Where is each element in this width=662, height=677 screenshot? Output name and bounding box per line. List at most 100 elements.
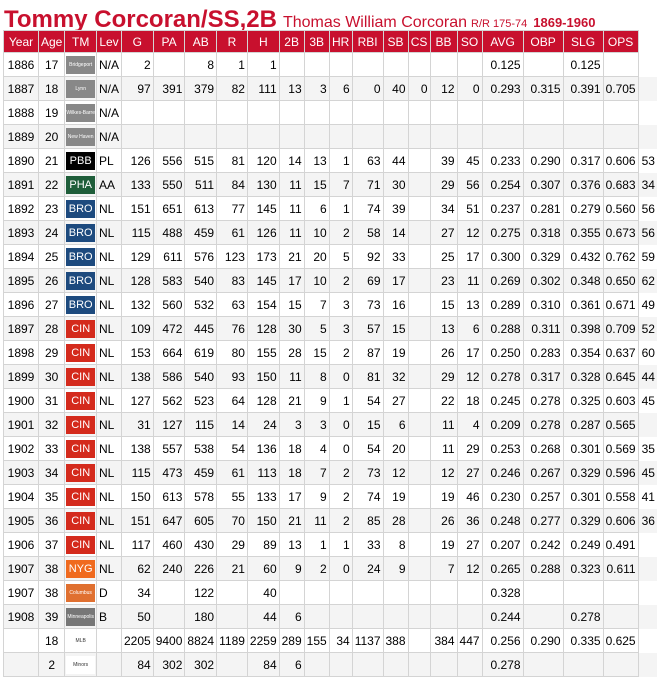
cell-sb bbox=[382, 52, 409, 77]
cell-year: 1895 bbox=[3, 268, 39, 293]
cell-year: 1891 bbox=[3, 172, 39, 197]
cell-h: 126 bbox=[246, 220, 280, 245]
cell-3b: 15 bbox=[303, 340, 330, 365]
cell-g: 31 bbox=[121, 412, 154, 437]
cell-r: 61 bbox=[216, 460, 248, 485]
cell-hr: 2 bbox=[328, 484, 353, 509]
cell-slg: 0.317 bbox=[562, 148, 604, 173]
cell-hr: 1 bbox=[328, 532, 353, 557]
cell-slg: 0.301 bbox=[562, 436, 604, 461]
cell-3b: 6 bbox=[303, 196, 330, 221]
cell-bb: 29 bbox=[429, 364, 458, 389]
team-logo: New Haven bbox=[66, 127, 95, 146]
cell-cs bbox=[407, 340, 431, 365]
cell-cs bbox=[407, 436, 431, 461]
cell-pa: 473 bbox=[152, 460, 186, 485]
cell-year: 1899 bbox=[3, 364, 39, 389]
cell-age: 35 bbox=[37, 484, 66, 509]
cell-avg: 0.125 bbox=[481, 52, 524, 77]
cell-cs bbox=[407, 484, 431, 509]
cell-so bbox=[456, 52, 483, 77]
cell-ops: 0.671 bbox=[602, 292, 639, 317]
cell-g: 50 bbox=[121, 604, 154, 629]
team-logo: BRO bbox=[66, 271, 95, 290]
cell-bb: 27 bbox=[429, 220, 458, 245]
extra-cell bbox=[638, 629, 657, 653]
cell-lev: D bbox=[95, 580, 123, 605]
cell-slg: 0.325 bbox=[562, 388, 604, 413]
team-cell: Columbus bbox=[64, 580, 97, 605]
cell-cs bbox=[407, 316, 431, 341]
cell-bb: 13 bbox=[429, 316, 458, 341]
column-header-ab: AB bbox=[184, 30, 218, 53]
cell-ops: 0.606 bbox=[602, 508, 639, 533]
cell-sb: 30 bbox=[382, 172, 409, 197]
cell-rbi: 81 bbox=[351, 364, 384, 389]
cell-g: 115 bbox=[121, 460, 154, 485]
cell-hr: 3 bbox=[328, 292, 353, 317]
cell-slg: 0.279 bbox=[562, 196, 604, 221]
cell-h: 173 bbox=[246, 244, 280, 269]
cell-sb: 14 bbox=[382, 220, 409, 245]
cell-g: 84 bbox=[121, 652, 154, 677]
cell-r bbox=[216, 652, 248, 677]
cell-hr bbox=[328, 652, 353, 677]
cell-obp bbox=[522, 652, 564, 677]
cell-age: 17 bbox=[37, 52, 66, 77]
cell-h: 113 bbox=[246, 460, 280, 485]
cell-pa bbox=[152, 604, 186, 629]
cell-3b: 9 bbox=[303, 388, 330, 413]
cell-bb: 19 bbox=[429, 484, 458, 509]
cell-avg: 0.289 bbox=[481, 292, 524, 317]
cell-g: 153 bbox=[121, 340, 154, 365]
extra-cell: 44 bbox=[638, 364, 658, 389]
cell-2b: 11 bbox=[278, 220, 305, 245]
cell-so bbox=[456, 604, 483, 629]
cell-year: 1898 bbox=[3, 340, 39, 365]
cell-3b: 9 bbox=[303, 484, 330, 509]
cell-sb bbox=[382, 124, 409, 149]
team-cell: New Haven bbox=[64, 124, 97, 149]
cell-cs bbox=[407, 556, 431, 581]
cell-sb: 6 bbox=[382, 412, 409, 437]
cell-cs bbox=[407, 52, 431, 77]
team-logo: CIN bbox=[66, 415, 95, 434]
cell-year: 1886 bbox=[3, 52, 39, 77]
cell-pa: 472 bbox=[152, 316, 186, 341]
cell-2b: 18 bbox=[278, 436, 305, 461]
team-cell: CIN bbox=[64, 340, 97, 365]
team-cell: CIN bbox=[64, 532, 97, 557]
cell-age: 23 bbox=[37, 196, 66, 221]
column-header-bb: BB bbox=[429, 30, 458, 53]
cell-2b bbox=[278, 580, 305, 605]
table-row: 1894 25 BRO NL 129 611 576 123 173 21 20 5 92 33 25 17 0… bbox=[3, 244, 658, 269]
cell-pa: 556 bbox=[152, 148, 186, 173]
cell-avg: 0.233 bbox=[481, 148, 524, 173]
cell-ops: 0.637 bbox=[602, 340, 639, 365]
cell-age: 19 bbox=[37, 100, 66, 125]
column-header-pa: PA bbox=[152, 30, 186, 53]
cell-g: 151 bbox=[121, 196, 154, 221]
cell-year bbox=[3, 628, 39, 653]
cell-h: 111 bbox=[246, 76, 280, 101]
cell-age: 25 bbox=[37, 244, 66, 269]
cell-obp: 0.310 bbox=[522, 292, 564, 317]
cell-g: 2 bbox=[121, 52, 154, 77]
cell-year: 1907 bbox=[3, 580, 39, 605]
cell-g: 138 bbox=[121, 364, 154, 389]
cell-sb bbox=[382, 604, 409, 629]
cell-rbi: 92 bbox=[351, 244, 384, 269]
team-logo: CIN bbox=[66, 439, 95, 458]
cell-year: 1906 bbox=[3, 532, 39, 557]
extra-cell bbox=[638, 556, 658, 581]
cell-2b: 289 bbox=[278, 628, 305, 653]
team-logo: PBB bbox=[66, 151, 95, 170]
cell-ops: 0.558 bbox=[602, 484, 639, 509]
cell-3b: 10 bbox=[303, 268, 330, 293]
cell-avg: 0.288 bbox=[481, 316, 524, 341]
cell-slg: 0.125 bbox=[562, 52, 604, 77]
cell-bb: 384 bbox=[429, 628, 458, 653]
team-cell: CIN bbox=[64, 460, 97, 485]
cell-year: 1908 bbox=[3, 604, 39, 629]
cell-age: 33 bbox=[37, 436, 66, 461]
